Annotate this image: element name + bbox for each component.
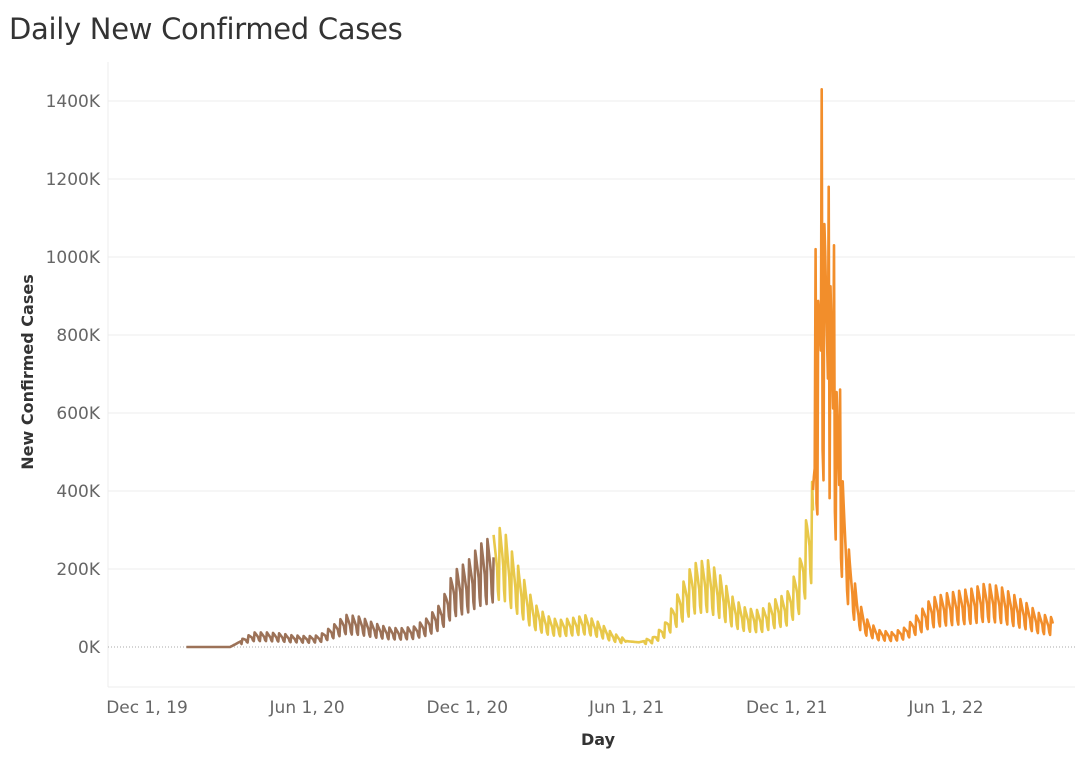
y-tick-label: 800K [56, 326, 100, 346]
y-tick-label: 1400K [46, 92, 101, 112]
x-tick-label: Jun 1, 20 [269, 698, 345, 718]
x-tick-label: Dec 1, 20 [427, 698, 509, 718]
chart-title: Daily New Confirmed Cases [9, 12, 403, 46]
x-axis-label: Day [581, 730, 616, 749]
series-lines [186, 88, 1055, 649]
x-tick-label: Dec 1, 21 [746, 698, 828, 718]
series-line-2 [492, 480, 815, 646]
y-tick-label: 200K [56, 560, 100, 580]
y-tick-label: 1200K [46, 170, 101, 190]
x-tick-label: Jun 1, 21 [588, 698, 664, 718]
y-axis-label: New Confirmed Cases [18, 274, 37, 469]
y-axis-ticks: 0K 200K 400K 600K 800K 1000K 1200K 1400K [46, 92, 101, 658]
y-tick-label: 1000K [46, 248, 101, 268]
y-tick-label: 600K [56, 404, 100, 424]
x-tick-label: Dec 1, 19 [106, 698, 188, 718]
x-tick-label: Jun 1, 22 [907, 698, 983, 718]
grid-lines [107, 62, 1075, 688]
series-line-1 [186, 537, 495, 649]
series-line-3 [811, 88, 1055, 643]
y-tick-label: 0K [78, 638, 101, 658]
y-tick-label: 400K [56, 482, 100, 502]
x-axis-ticks: Dec 1, 19 Jun 1, 20 Dec 1, 20 Jun 1, 21 Dec … [106, 698, 983, 718]
